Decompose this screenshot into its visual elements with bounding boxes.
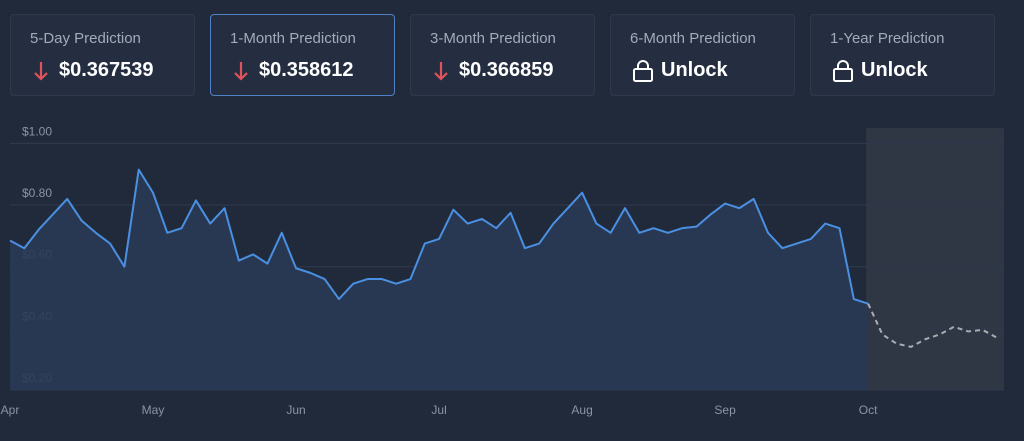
prediction-card[interactable]: 1-Year Prediction Unlock — [810, 14, 995, 96]
card-label: 1-Year Prediction — [830, 30, 945, 47]
card-value: $0.358612 — [259, 59, 354, 81]
card-value[interactable]: Unlock — [861, 59, 928, 81]
x-tick-label: Aug — [571, 403, 592, 417]
card-value: $0.366859 — [459, 59, 554, 81]
x-tick-label: May — [142, 403, 165, 417]
card-label: 6-Month Prediction — [630, 30, 756, 47]
card-label: 3-Month Prediction — [430, 30, 556, 47]
prediction-card[interactable]: 1-Month Prediction $0.358612 — [210, 14, 395, 96]
y-tick-label: $0.80 — [22, 186, 52, 200]
x-tick-label: Apr — [1, 403, 20, 417]
prediction-card[interactable]: 6-Month Prediction Unlock — [610, 14, 795, 96]
prediction-card[interactable]: 5-Day Prediction $0.367539 — [10, 14, 195, 96]
price-chart: $0.20$0.40$0.60$0.80$1.00AprMayJunJulAug… — [1, 124, 1004, 417]
forecast-region — [866, 128, 1004, 390]
down-arrow — [34, 62, 48, 81]
card-label: 5-Day Prediction — [30, 30, 141, 47]
x-tick-label: Jun — [286, 403, 305, 417]
x-tick-label: Oct — [859, 403, 878, 417]
lock-icon — [833, 60, 853, 82]
prediction-card[interactable]: 3-Month Prediction $0.366859 — [410, 14, 595, 96]
down-arrow — [434, 62, 448, 81]
line — [867, 303, 998, 348]
down-arrow — [234, 62, 248, 81]
y-tick-label: $1.00 — [22, 124, 52, 138]
card-label: 1-Month Prediction — [230, 30, 356, 47]
lock-icon — [633, 60, 653, 82]
card-value: $0.367539 — [59, 59, 154, 81]
x-tick-label: Sep — [714, 403, 736, 417]
area — [10, 169, 869, 390]
line — [9, 168, 869, 305]
x-tick-label: Jul — [431, 403, 446, 417]
card-value[interactable]: Unlock — [661, 59, 728, 81]
